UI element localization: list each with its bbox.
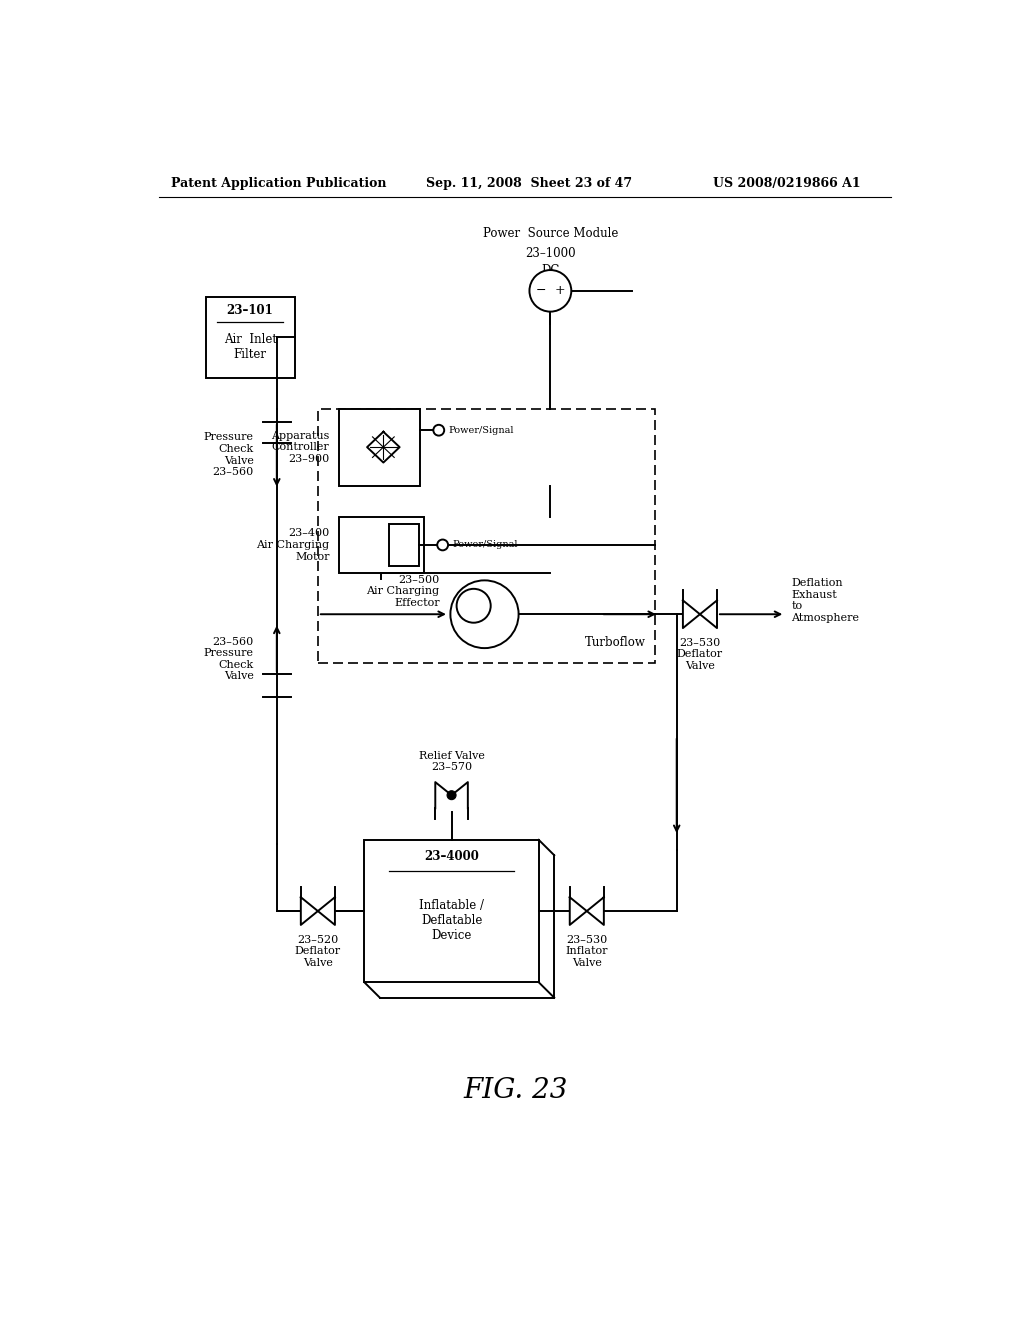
Text: 23–560
Pressure
Check
Valve: 23–560 Pressure Check Valve	[204, 636, 254, 681]
Text: Apparatus
Controller
23–900: Apparatus Controller 23–900	[271, 430, 330, 463]
Polygon shape	[569, 898, 587, 925]
Text: Deflation
Exhaust
to
Atmosphere: Deflation Exhaust to Atmosphere	[792, 578, 859, 623]
Text: 23–400
Air Charging
Motor: 23–400 Air Charging Motor	[256, 528, 330, 561]
Polygon shape	[317, 898, 335, 925]
Text: 23–4000: 23–4000	[424, 850, 479, 863]
Text: Patent Application Publication: Patent Application Publication	[171, 177, 386, 190]
Bar	[206, 297, 295, 378]
Polygon shape	[301, 898, 317, 925]
Text: 23–1000: 23–1000	[525, 247, 575, 260]
Text: FIG. 23: FIG. 23	[463, 1077, 567, 1104]
Circle shape	[457, 589, 490, 623]
Text: Relief Valve
23–570: Relief Valve 23–570	[419, 751, 484, 772]
Text: 23–530
Deflator
Valve: 23–530 Deflator Valve	[677, 638, 723, 671]
Text: Inflatable /
Deflatable
Device: Inflatable / Deflatable Device	[419, 899, 484, 941]
Circle shape	[451, 581, 518, 648]
Circle shape	[447, 791, 456, 800]
Circle shape	[433, 425, 444, 436]
Text: Turboflow: Turboflow	[585, 636, 646, 649]
Text: Power/Signal: Power/Signal	[452, 540, 517, 549]
Bar	[317, 409, 655, 663]
Text: 23–500
Air Charging
Effector: 23–500 Air Charging Effector	[367, 574, 439, 607]
Text: US 2008/0219866 A1: US 2008/0219866 A1	[713, 177, 861, 190]
Bar	[389, 524, 419, 566]
Text: Air  Inlet
Filter: Air Inlet Filter	[223, 333, 276, 360]
Text: Power/Signal: Power/Signal	[449, 426, 514, 434]
Text: 23–520
Deflator
Valve: 23–520 Deflator Valve	[295, 935, 341, 968]
Circle shape	[529, 271, 571, 312]
Bar	[339, 409, 420, 486]
Text: 23–530
Inflator
Valve: 23–530 Inflator Valve	[565, 935, 608, 968]
Text: Pressure
Check
Valve
23–560: Pressure Check Valve 23–560	[204, 433, 254, 478]
Text: +: +	[554, 284, 565, 297]
Circle shape	[437, 540, 449, 550]
Text: Sep. 11, 2008  Sheet 23 of 47: Sep. 11, 2008 Sheet 23 of 47	[426, 177, 633, 190]
Polygon shape	[587, 898, 604, 925]
Bar	[339, 517, 424, 573]
Text: 23–101: 23–101	[226, 304, 273, 317]
Text: Power  Source Module: Power Source Module	[482, 227, 618, 240]
Text: −: −	[536, 284, 547, 297]
Polygon shape	[683, 601, 700, 628]
Polygon shape	[700, 601, 717, 628]
Text: DC: DC	[542, 264, 559, 277]
Bar	[365, 840, 539, 982]
